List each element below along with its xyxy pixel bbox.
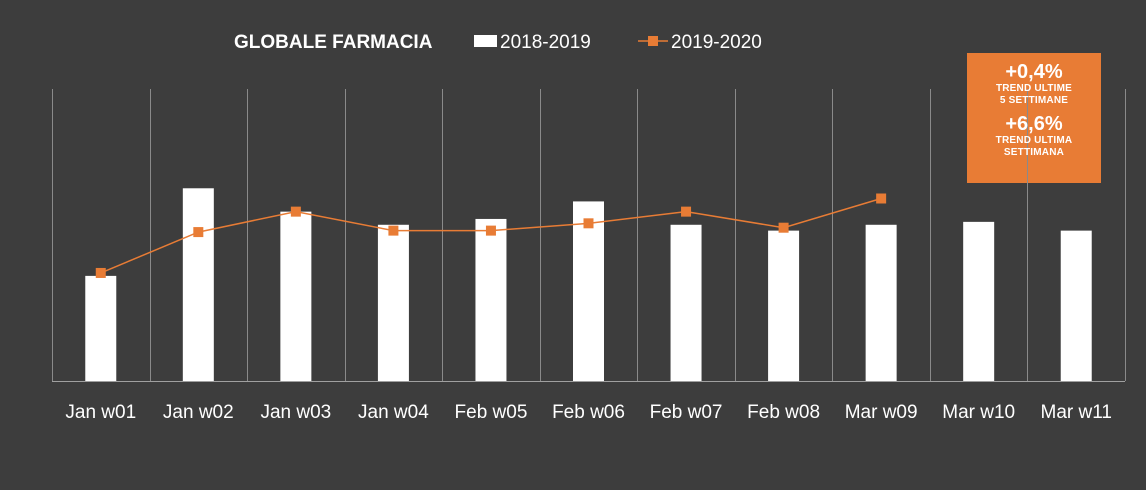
bar-2018-2019-jan-w03 (280, 211, 312, 381)
trend-last-week-value: +6,6% (1005, 113, 1063, 135)
x-tick-label: Mar w09 (845, 402, 918, 423)
line-2019-2020 (95, 193, 887, 278)
marker-2019-2020-feb-w08 (778, 222, 789, 233)
callout-background (967, 53, 1101, 183)
trend-5-weeks-label-line1: TREND ULTIME (995, 83, 1073, 94)
bar-2018-2019-mar-w09 (865, 224, 897, 381)
x-axis-ticks: Jan w01 Jan w02 Jan w03 Jan w04 Feb w05 Feb w… (65, 402, 1112, 423)
marker-2019-2020-feb-w07 (681, 206, 692, 217)
marker-2019-2020-feb-w06 (583, 218, 594, 229)
chart-title: GLOBALE FARMACIA (234, 32, 433, 53)
legend: 2018-2019 2019-2020 (474, 32, 762, 53)
bar-2018-2019-jan-w01 (85, 275, 117, 381)
trend-last-week-label-line2: SETTIMANA (1003, 147, 1065, 158)
bar-2018-2019-feb-w07 (670, 224, 702, 381)
x-tick-label: Jan w04 (358, 402, 429, 423)
x-tick-label: Jan w03 (260, 402, 331, 423)
marker-2019-2020-feb-w05 (485, 225, 496, 236)
marker-2019-2020-jan-w01 (95, 267, 106, 278)
x-tick-label: Mar w10 (942, 402, 1015, 423)
bar-2018-2019-feb-w08 (768, 230, 800, 381)
bar-2018-2019-feb-w06 (573, 201, 604, 381)
x-tick-label: Jan w02 (163, 402, 234, 423)
bar-2018-2019-mar-w10 (963, 221, 995, 381)
legend-swatch-2018-2019 (474, 35, 497, 47)
legend-label-2019-2020: 2019-2020 (671, 32, 762, 53)
marker-2019-2020-mar-w09 (876, 193, 887, 204)
bar-2018-2019-mar-w11 (1060, 230, 1092, 381)
x-tick-label: Feb w07 (650, 402, 723, 423)
x-tick-label: Jan w01 (65, 402, 136, 423)
marker-2019-2020-jan-w04 (388, 225, 399, 236)
bar-2018-2019-jan-w04 (377, 224, 409, 381)
trend-callout: +0,4% TREND ULTIME 5 SETTIMANE +6,6% TRE… (967, 53, 1101, 183)
trend-last-week-label-line1: TREND ULTIMA (995, 135, 1073, 146)
bar-2018-2019-feb-w05 (475, 218, 507, 381)
x-tick-label: Feb w08 (747, 402, 820, 423)
x-tick-label: Feb w06 (552, 402, 625, 423)
x-tick-label: Mar w11 (1041, 402, 1112, 423)
legend-swatch-marker-2019-2020 (648, 36, 658, 46)
marker-2019-2020-jan-w02 (193, 227, 204, 238)
bars-2018-2019 (85, 188, 1092, 381)
x-tick-label: Feb w05 (455, 402, 528, 423)
trend-5-weeks-value: +0,4% (1005, 61, 1063, 83)
bar-2018-2019-jan-w02 (182, 188, 214, 381)
gridlines (52, 89, 1126, 382)
marker-2019-2020-jan-w03 (290, 206, 301, 217)
legend-label-2018-2019: 2018-2019 (500, 32, 591, 53)
trend-5-weeks-label-line2: 5 SETTIMANE (999, 95, 1069, 106)
